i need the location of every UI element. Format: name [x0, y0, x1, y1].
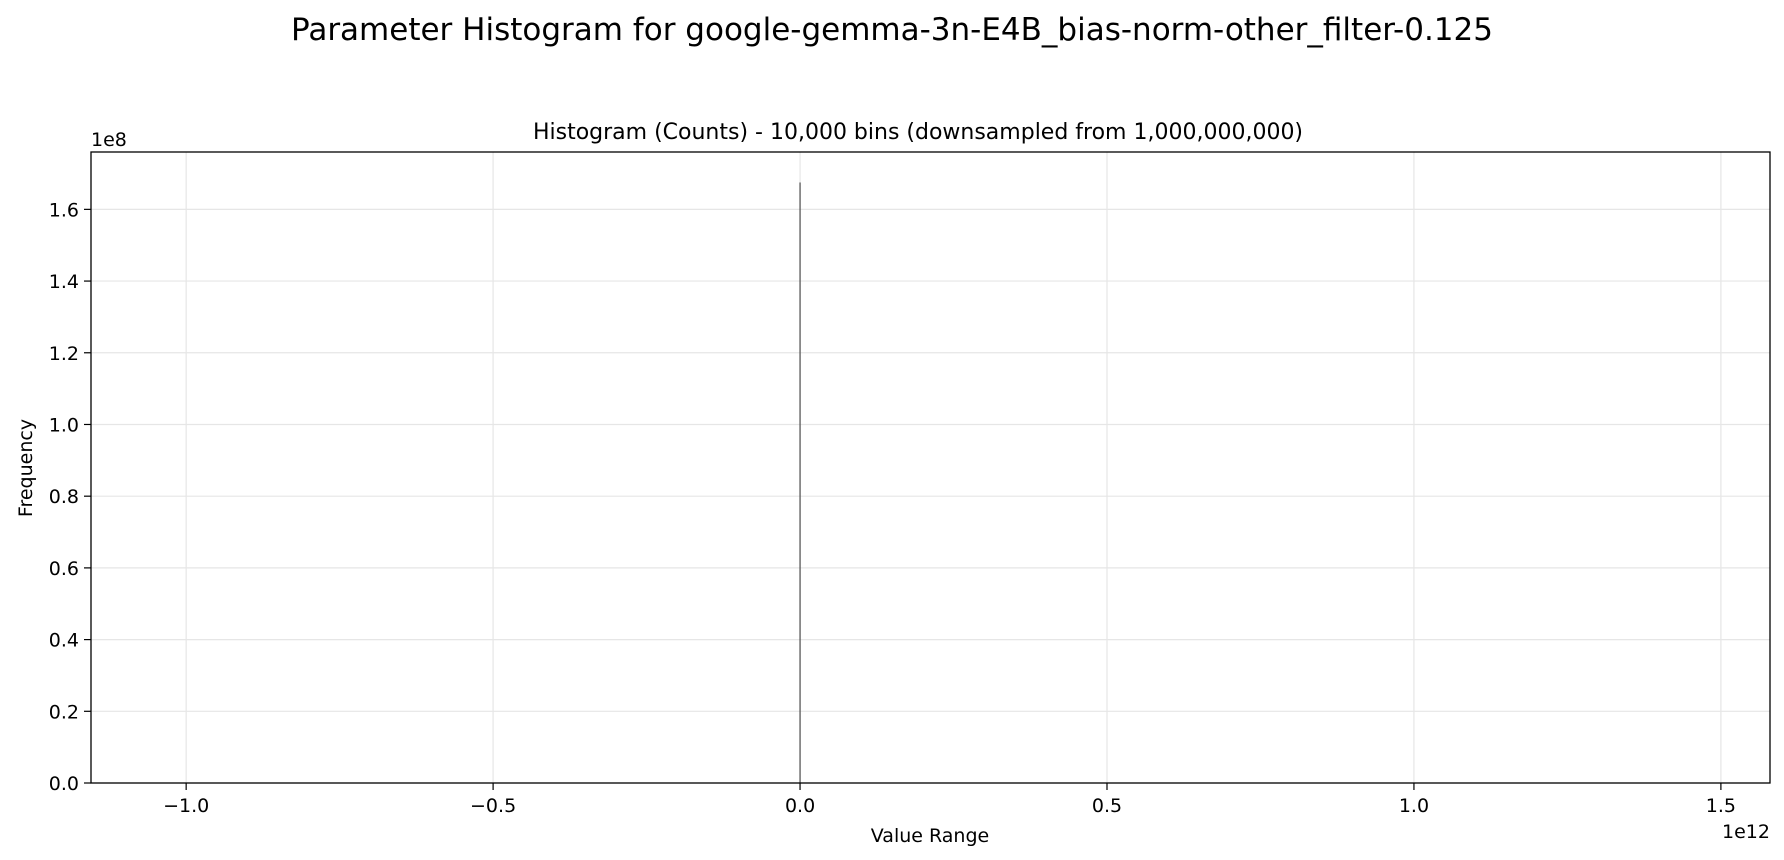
y-tick-label-6: 1.2 — [49, 343, 79, 365]
histogram-bars — [799, 182, 801, 783]
x-tick-label-2: 0.0 — [785, 795, 815, 817]
y-tick-label-3: 0.6 — [49, 558, 79, 580]
x-tick-label-0: −1.0 — [163, 795, 209, 817]
grid-lines — [91, 152, 1770, 784]
x-tick-label-5: 1.5 — [1706, 795, 1736, 817]
y-tick-label-1: 0.2 — [49, 701, 79, 723]
y-tick-label-0: 0.0 — [49, 773, 79, 795]
y-tick-label-8: 1.6 — [49, 199, 79, 221]
x-tick-label-1: −0.5 — [470, 795, 516, 817]
y-axis-offset-text: 1e8 — [91, 129, 127, 151]
x-tick-label-4: 1.0 — [1399, 795, 1429, 817]
y-tick-label-5: 1.0 — [49, 414, 79, 436]
y-axis-ticks: 0.0 0.2 0.4 0.6 0.8 1.0 1.2 1.4 1.6 — [49, 199, 91, 795]
y-tick-label-4: 0.8 — [49, 486, 79, 508]
y-tick-label-2: 0.4 — [49, 630, 79, 652]
x-axis-label: Value Range — [871, 825, 989, 847]
plot-frame — [90, 151, 1771, 784]
y-axis-label: Frequency — [15, 419, 37, 517]
figure-suptitle: Parameter Histogram for google-gemma-3n-… — [291, 12, 1493, 48]
chart-title: Histogram (Counts) - 10,000 bins (downsa… — [533, 120, 1303, 145]
y-tick-label-7: 1.4 — [49, 271, 79, 293]
histogram-bar-0 — [799, 182, 801, 783]
x-tick-label-3: 0.5 — [1092, 795, 1122, 817]
x-axis-offset-text: 1e12 — [1722, 821, 1770, 843]
x-axis-ticks: −1.0 −0.5 0.0 0.5 1.0 1.5 — [163, 783, 1736, 817]
